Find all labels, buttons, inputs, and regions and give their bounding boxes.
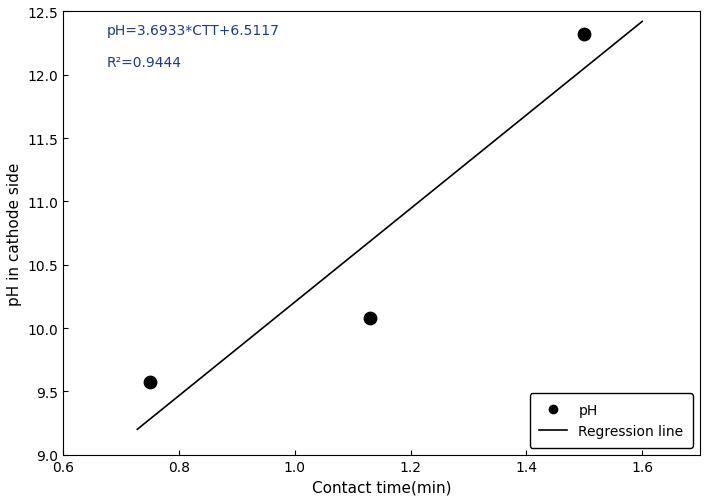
Regression line <box>133 426 141 432</box>
Regression line <box>638 20 646 26</box>
Regression line <box>432 185 440 191</box>
Regression line <box>433 184 442 190</box>
Line: Regression line: Regression line <box>137 23 642 429</box>
pH <box>578 31 590 39</box>
Regression line <box>135 425 144 431</box>
X-axis label: Contact time(min): Contact time(min) <box>312 479 451 494</box>
Regression line <box>590 58 599 64</box>
Regression line <box>442 177 450 183</box>
Legend: pH, Regression line: pH, Regression line <box>530 393 693 448</box>
Y-axis label: pH in cathode side: pH in cathode side <box>7 162 22 305</box>
pH <box>144 379 156 387</box>
Text: pH=3.6933*CTT+6.5117: pH=3.6933*CTT+6.5117 <box>107 24 279 38</box>
Text: R²=0.9444: R²=0.9444 <box>107 56 182 70</box>
pH <box>364 314 375 322</box>
Regression line <box>559 83 567 89</box>
